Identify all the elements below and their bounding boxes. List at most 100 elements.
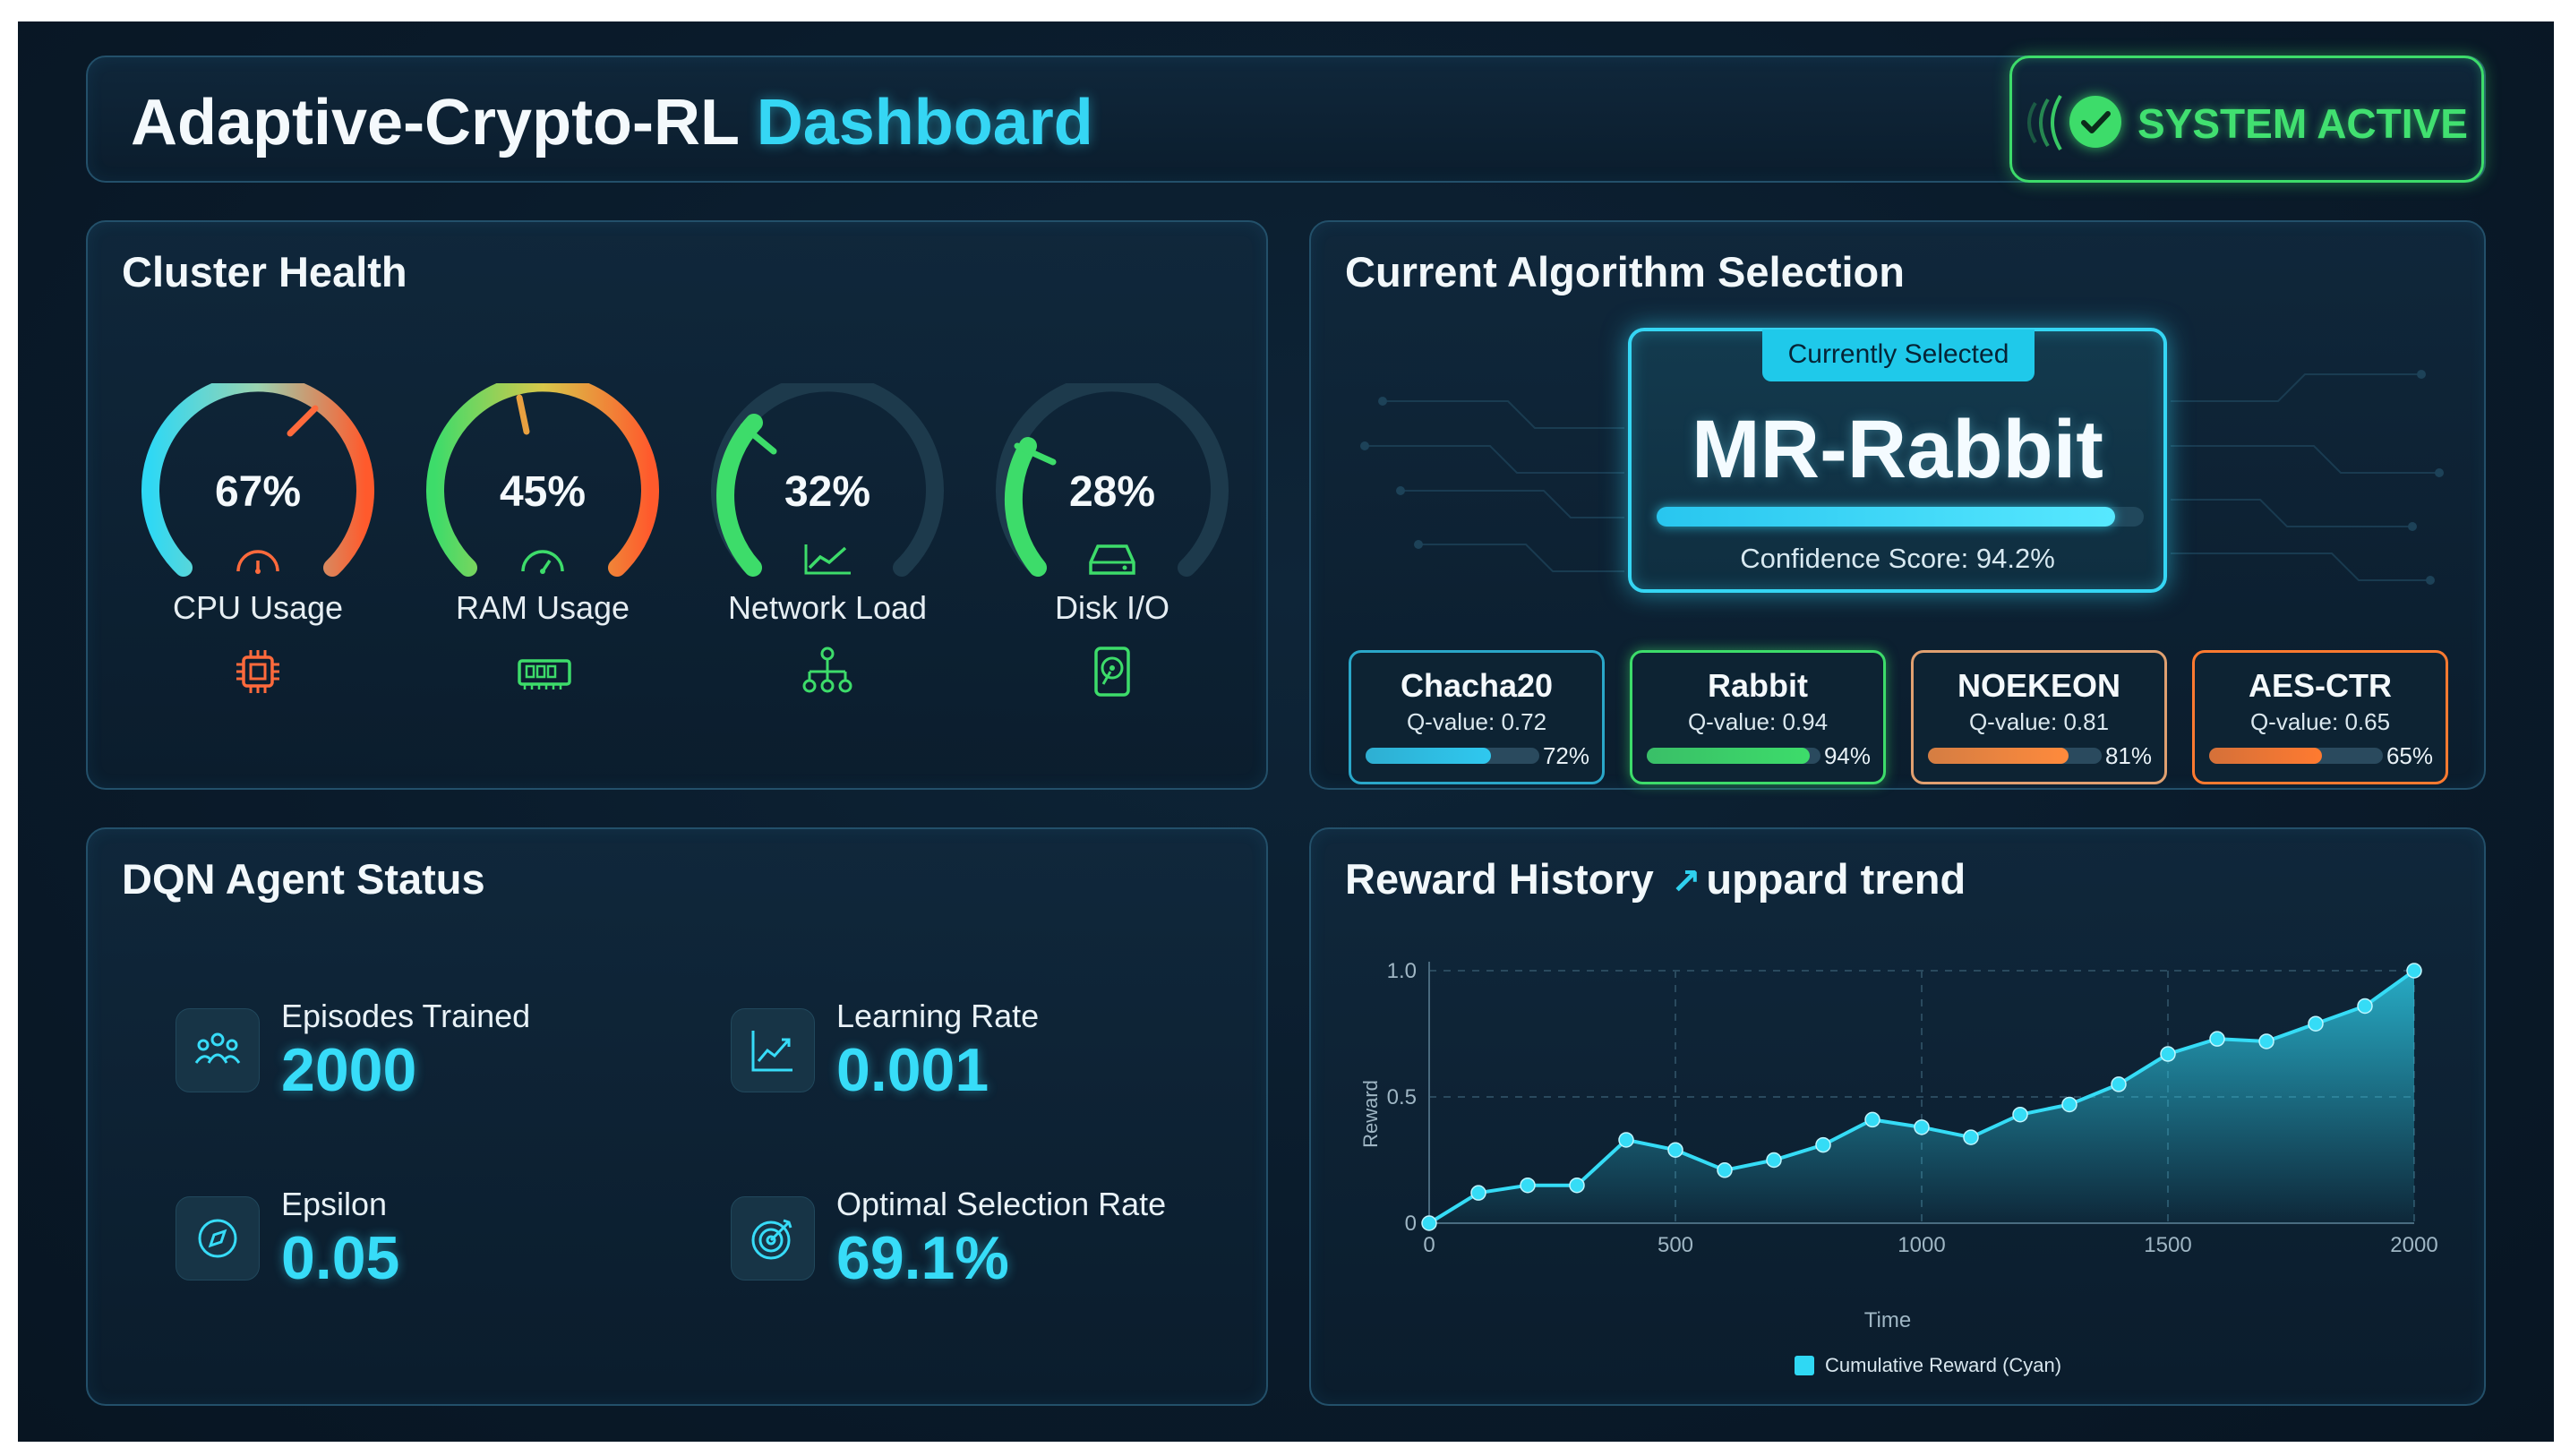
target-icon: [731, 1196, 815, 1280]
data-point: [1963, 1129, 1979, 1145]
x-axis-title: Time: [1864, 1308, 1911, 1332]
panel-title: Cluster Health: [122, 248, 407, 295]
metric-label: Epsilon: [281, 1186, 388, 1222]
metric-value: 2000: [281, 1036, 417, 1104]
trend-line-icon: [804, 544, 851, 575]
algo-card-rabbit[interactable]: Rabbit Q-value: 0.94 94%: [1630, 650, 1886, 784]
confidence-score: Confidence Score: 94.2%: [1740, 543, 2055, 574]
algo-name: NOEKEON: [1957, 667, 2121, 704]
metric-learning-rate: Learning Rate 0.001: [731, 989, 1232, 1114]
data-point: [2111, 1076, 2127, 1092]
dashboard-canvas: Adaptive-Crypto-RL Dashboard SYSTEM ACTI…: [18, 21, 2554, 1442]
system-status-text: SYSTEM ACTIVE: [2137, 100, 2468, 147]
data-point: [1470, 1185, 1486, 1201]
gauge-dial-icon: [521, 550, 564, 574]
data-point: [2209, 1031, 2225, 1047]
algo-q-value: Q-value: 0.72: [1406, 708, 1547, 735]
disk-percent: 28%: [1068, 468, 1156, 516]
panel-title: DQN Agent Status: [122, 855, 485, 903]
data-point: [2258, 1033, 2274, 1049]
data-point: [1864, 1111, 1880, 1128]
algo-card-noekeon[interactable]: NOEKEON Q-value: 0.81 81%: [1911, 650, 2167, 784]
selected-algorithm-card[interactable]: Currently Selected MR-Rabbit Confidence …: [1628, 328, 2167, 593]
algo-bar-fill: [2209, 748, 2323, 764]
algo-percent: 94%: [1823, 742, 1871, 769]
system-status-badge: SYSTEM ACTIVE: [2009, 56, 2484, 183]
currently-selected-tag: Currently Selected: [1762, 330, 2035, 381]
metric-value: 0.05: [281, 1224, 400, 1292]
confidence-bar-fill: [1657, 507, 2116, 527]
check-circle-icon: [2069, 96, 2121, 148]
x-tick-label: 2000: [2390, 1233, 2437, 1257]
reward-title: Reward History ↗ uppard trend: [1345, 854, 1966, 904]
y-axis-title: Reward: [1359, 1080, 1382, 1148]
metric-optimal-selection: Optimal Selection Rate 69.1%: [731, 1177, 1232, 1302]
algo-bar: [1647, 748, 1820, 764]
app-title: Adaptive-Crypto-RL Dashboard: [131, 86, 1093, 159]
data-point: [1520, 1177, 1536, 1194]
cpu-gauge: 67% CPU Usage: [141, 383, 410, 724]
algo-bar: [1928, 748, 2102, 764]
data-point: [1815, 1136, 1831, 1153]
trend-text: uppard trend: [1706, 855, 1966, 903]
metric-label: Optimal Selection Rate: [836, 1186, 1167, 1222]
metric-label: Episodes Trained: [281, 998, 531, 1034]
algo-percent: 65%: [2386, 742, 2433, 769]
confidence-bar: [1657, 507, 2144, 527]
algo-card-chacha20[interactable]: Chacha20 Q-value: 0.72 72%: [1349, 650, 1605, 784]
disk-gauge: 28% Disk I/O: [996, 383, 1264, 724]
data-point: [1618, 1132, 1634, 1148]
data-point: [1569, 1177, 1585, 1194]
data-point: [2406, 963, 2422, 979]
network-label: Network Load: [727, 589, 928, 626]
data-point: [1766, 1152, 1782, 1169]
data-point: [1421, 1215, 1437, 1231]
data-point: [1717, 1162, 1733, 1178]
algo-q-value: Q-value: 0.94: [1687, 708, 1829, 735]
metric-label: Learning Rate: [836, 998, 1040, 1034]
cpu-chip-icon: [236, 650, 279, 693]
data-point: [2357, 998, 2373, 1015]
arrow-up-right-icon: ↗: [1670, 862, 1701, 902]
algo-bar-fill: [1647, 748, 1811, 764]
cluster-health-panel: Cluster Health 67% CPU Usage: [86, 220, 1268, 790]
y-tick-label: 1.0: [1387, 959, 1417, 983]
algo-q-value: Q-value: 0.65: [2249, 708, 2391, 735]
algo-percent: 72%: [1542, 742, 1589, 769]
x-tick-label: 500: [1658, 1233, 1693, 1257]
algo-bar: [1366, 748, 1539, 764]
disk-label: Disk I/O: [1054, 589, 1169, 626]
metric-value: 69.1%: [836, 1224, 1009, 1292]
data-point: [2160, 1046, 2176, 1062]
algo-bar: [2209, 748, 2383, 764]
app-title-dashboard: Dashboard: [756, 87, 1093, 158]
network-gauge: 32% Network Load: [711, 383, 980, 724]
data-point: [2061, 1096, 2077, 1113]
algo-q-value: Q-value: 0.81: [1968, 708, 2110, 735]
reward-history-panel: Reward History ↗ uppard trend 0 500 1000 150…: [1309, 827, 2486, 1406]
cpu-percent: 67%: [214, 468, 302, 516]
memory-module-icon: [518, 659, 571, 689]
hard-drive-icon: [1094, 647, 1130, 697]
x-tick-label: 1500: [2144, 1233, 2191, 1257]
algo-name: Rabbit: [1708, 667, 1808, 704]
circuit-background: [1360, 370, 2444, 585]
selected-algorithm-name: MR-Rabbit: [1692, 404, 2103, 495]
ram-gauge: 45% RAM Usage: [426, 383, 695, 724]
cpu-label: CPU Usage: [172, 589, 344, 626]
metric-epsilon: Epsilon 0.05: [176, 1177, 677, 1302]
panel-title: Current Algorithm Selection: [1345, 248, 1905, 295]
metric-value: 0.001: [836, 1036, 989, 1104]
line-chart-icon: [731, 1008, 815, 1092]
drive-icon: [1089, 544, 1135, 575]
signal-waves-icon: [2027, 94, 2062, 151]
network-tree-icon: [802, 647, 852, 693]
algo-bar-fill: [1366, 748, 1491, 764]
app-title-name: Adaptive-Crypto-RL: [131, 87, 739, 158]
algorithm-selection-panel: Current Algorithm Selection Currently Se…: [1309, 220, 2486, 790]
speedometer-icon: [236, 550, 279, 574]
reward-area: [1429, 971, 2414, 1223]
ram-label: RAM Usage: [455, 589, 630, 626]
algo-card-aes-ctr[interactable]: AES-CTR Q-value: 0.65 65%: [2192, 650, 2448, 784]
data-point: [2012, 1106, 2028, 1123]
